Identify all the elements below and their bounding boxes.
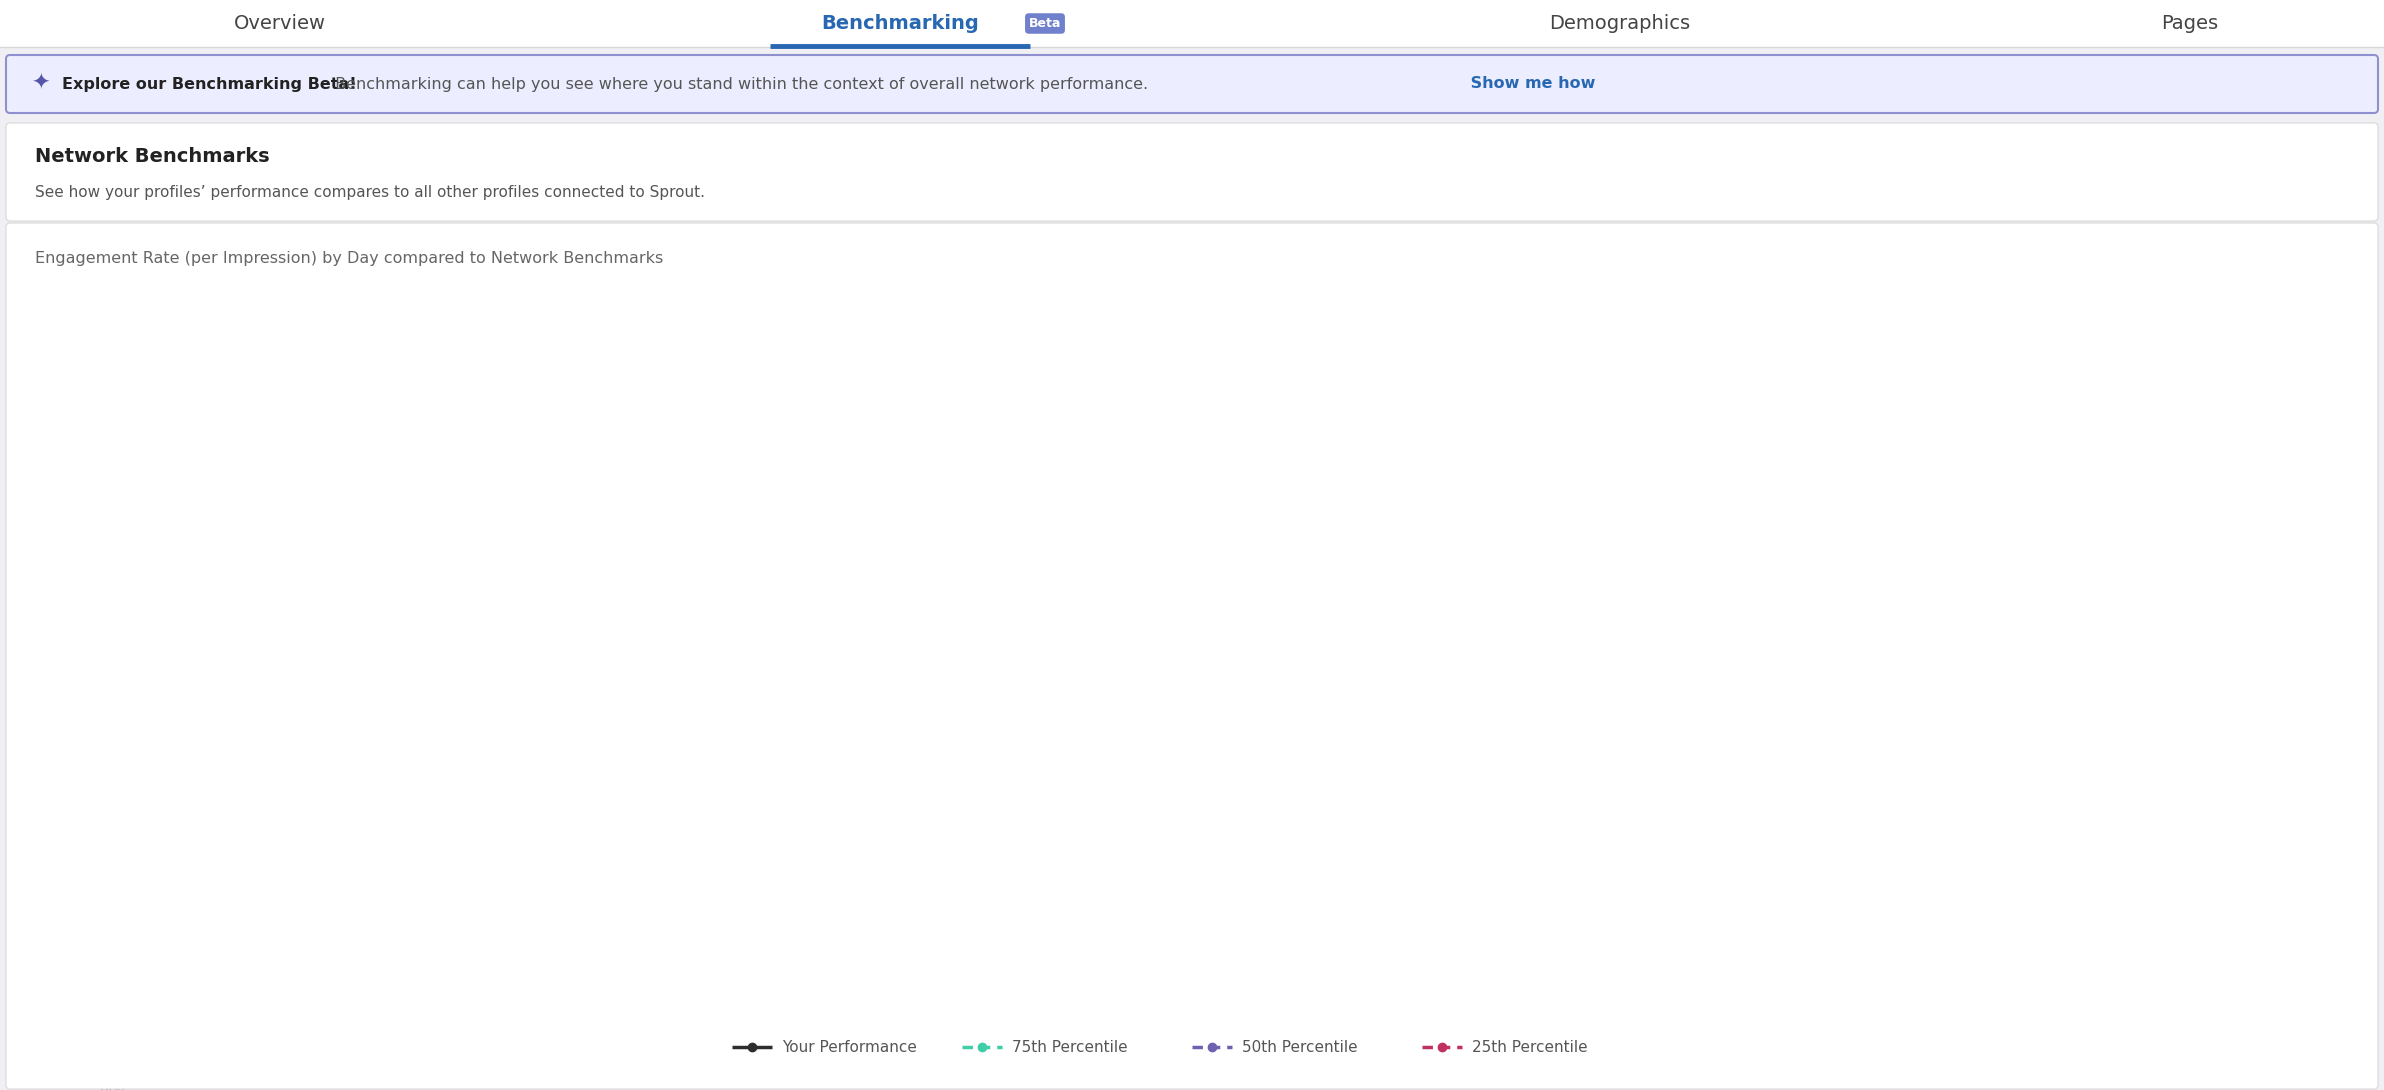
Text: Beta: Beta [1030, 17, 1061, 31]
Text: Show me how: Show me how [1466, 76, 1595, 92]
Text: Explore our Benchmarking Beta!: Explore our Benchmarking Beta! [62, 76, 358, 92]
FancyBboxPatch shape [7, 223, 2377, 1089]
FancyBboxPatch shape [7, 54, 2377, 113]
Text: 75th Percentile: 75th Percentile [1011, 1040, 1128, 1054]
Text: Benchmarking can help you see where you stand within the context of overall netw: Benchmarking can help you see where you … [329, 76, 1149, 92]
Text: 50th Percentile: 50th Percentile [1242, 1040, 1356, 1054]
Text: See how your profiles’ performance compares to all other profiles connected to S: See how your profiles’ performance compa… [36, 184, 706, 199]
Text: Benchmarking: Benchmarking [820, 14, 980, 33]
Text: 25th Percentile: 25th Percentile [1471, 1040, 1588, 1054]
Text: Engagement Rate (per Impression) by Day compared to Network Benchmarks: Engagement Rate (per Impression) by Day … [36, 252, 663, 266]
Bar [0, 0, 2384, 47]
Text: Demographics: Demographics [1550, 14, 1690, 33]
Text: Overview: Overview [234, 14, 327, 33]
FancyBboxPatch shape [7, 123, 2377, 221]
Text: Your Performance: Your Performance [782, 1040, 918, 1054]
Text: JAN: JAN [100, 1085, 126, 1090]
Text: ✦: ✦ [31, 74, 50, 94]
Text: Pages: Pages [2162, 14, 2220, 33]
Text: Network Benchmarks: Network Benchmarks [36, 147, 269, 167]
